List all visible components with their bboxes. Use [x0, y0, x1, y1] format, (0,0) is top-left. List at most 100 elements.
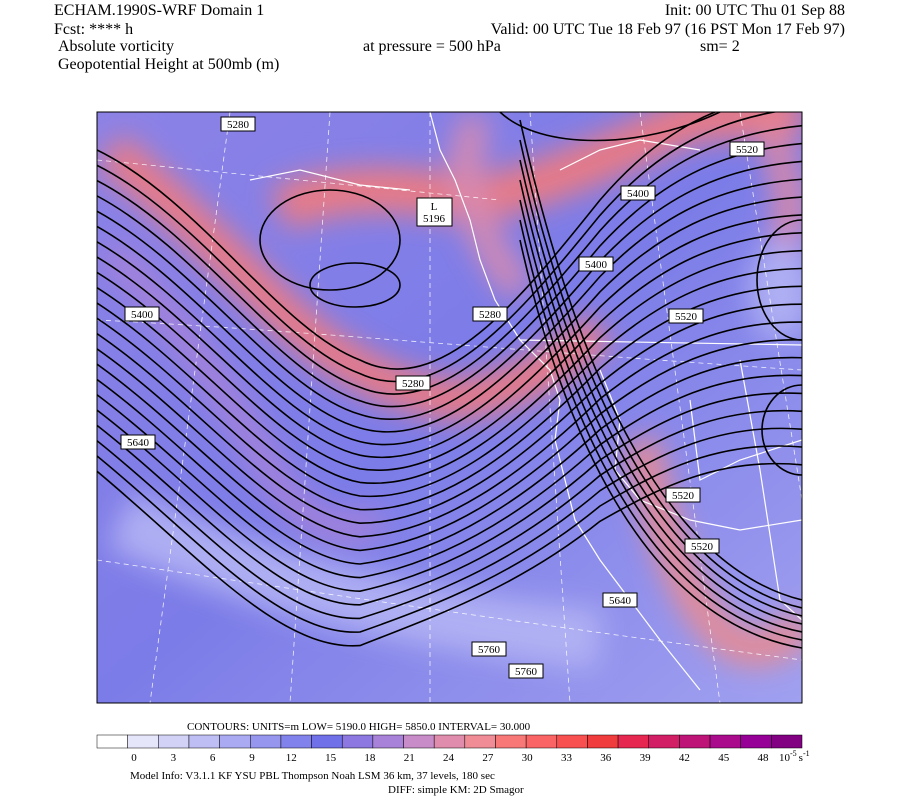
- colorbar-tick-label: 3: [171, 752, 177, 764]
- colorbar-box: [556, 734, 588, 749]
- colorbar-tick-label: 48: [758, 752, 770, 764]
- colorbar-tick-label: 0: [131, 752, 137, 764]
- vorticity-shading: [97, 112, 802, 670]
- contour-line: [97, 374, 802, 579]
- contour-label-box: [578, 256, 614, 272]
- colorbar-box: [372, 734, 404, 749]
- contour-label-box: [620, 185, 656, 201]
- header-field: Absolute vorticity: [58, 38, 174, 55]
- contour-label: 5280: [402, 378, 425, 390]
- map-frame: [96, 111, 803, 704]
- colorbar-units: 10-5 s-1: [779, 749, 810, 764]
- contour-line: [519, 119, 802, 601]
- contour-line: [309, 262, 401, 308]
- colorbar-box: [771, 734, 803, 749]
- contour-label-box: [668, 308, 704, 324]
- contour-line: [97, 409, 802, 606]
- contour-line: [97, 249, 802, 485]
- header-smoothing: sm= 2: [700, 38, 740, 55]
- contour-label: 5280: [227, 119, 250, 131]
- colorbar-box: [495, 734, 527, 749]
- contour-label-box: [602, 592, 638, 608]
- height-contours: [97, 112, 802, 649]
- contour-label: 5400: [585, 259, 608, 271]
- header-contour-field: Geopotential Height at 500mb (m): [58, 56, 279, 73]
- colorbar: [96, 734, 803, 749]
- colorbar-box: [311, 734, 343, 749]
- contour-label: 5640: [609, 595, 632, 607]
- colorbar-tick-label: 21: [404, 752, 415, 764]
- units-base: 10: [779, 752, 791, 764]
- colorbar-tick-label: 45: [718, 752, 730, 764]
- contour-label-box: [508, 663, 544, 679]
- contour-line: [97, 462, 802, 647]
- colorbar-tick-label: 15: [325, 752, 337, 764]
- contour-label: 5640: [127, 437, 150, 449]
- colorbar-tick-label: 27: [482, 752, 494, 764]
- contour-label-box: [729, 141, 765, 157]
- contour-line: [97, 142, 802, 408]
- colorbar-box: [250, 734, 282, 749]
- contour-line: [97, 303, 802, 525]
- contour-label: 5400: [131, 309, 154, 321]
- contour-line: [97, 112, 779, 383]
- units-var: s: [799, 752, 803, 764]
- contour-label-box: [665, 487, 701, 503]
- colorbar-box: [127, 734, 159, 749]
- contour-line: [97, 339, 802, 552]
- map-area: [97, 112, 802, 703]
- units-var-exp: -1: [803, 749, 810, 758]
- contour-line: [97, 178, 802, 433]
- colorbar-box: [709, 734, 741, 749]
- colorbar-tick-label: 9: [249, 752, 255, 764]
- colorbar-box: [617, 734, 649, 749]
- colorbar-box: [464, 734, 496, 749]
- colorbar-tick-label: 36: [600, 752, 612, 764]
- colorbar-box: [403, 734, 435, 749]
- contour-label: 5520: [691, 541, 714, 553]
- contour-line: [97, 267, 802, 498]
- contour-label: 5520: [672, 490, 695, 502]
- contour-label: 5520: [675, 311, 698, 323]
- contour-label: 5760: [478, 644, 501, 656]
- contour-line: [97, 232, 802, 471]
- contour-line: [97, 160, 802, 420]
- contour-line: [756, 219, 802, 341]
- colorbar-tick-label: 42: [679, 752, 690, 764]
- contour-info: CONTOURS: UNITS=m LOW= 5190.0 HIGH= 5850…: [187, 721, 531, 733]
- contour-line: [97, 112, 717, 370]
- colorbar-box: [158, 734, 190, 749]
- contour-line: [519, 159, 802, 617]
- contour-line: [519, 179, 802, 625]
- contour-label-box: [220, 116, 256, 132]
- contour-label: 5760: [515, 666, 538, 678]
- contour-label: 5520: [736, 144, 759, 156]
- colorbar-tick-label: 30: [522, 752, 534, 764]
- header-forecast: Fcst: **** h: [54, 21, 133, 38]
- colorbar-tick-label: 39: [640, 752, 652, 764]
- contour-labels: 5280 5520 5400 5400 5400 5280 5520 5280 5640 5520…: [120, 116, 765, 679]
- contour-line: [97, 427, 802, 620]
- contour-label-box: [684, 538, 720, 554]
- contour-line: [97, 196, 802, 446]
- colorbar-tick-label: 24: [443, 752, 455, 764]
- colorbar-box: [740, 734, 772, 749]
- contour-line: [97, 445, 802, 633]
- header-valid: Valid: 00 UTC Tue 18 Feb 97 (16 PST Mon …: [491, 21, 845, 38]
- contour-line: [259, 189, 401, 291]
- colorbar-tick-label: 12: [286, 752, 297, 764]
- colorbar-box: [188, 734, 220, 749]
- colorbar-box: [587, 734, 619, 749]
- colorbar-box: [341, 734, 374, 749]
- contour-label-box: [120, 434, 156, 450]
- contour-line: [97, 214, 802, 459]
- graticule: [97, 112, 802, 703]
- contour-line: [519, 139, 802, 609]
- colorbar-tick-label: 6: [210, 752, 216, 764]
- header-title: ECHAM.1990S-WRF Domain 1: [54, 2, 264, 19]
- low-symbol: L: [431, 201, 438, 213]
- contour-line: [761, 384, 802, 476]
- contour-label-box: [124, 306, 160, 322]
- contour-line: [519, 199, 802, 633]
